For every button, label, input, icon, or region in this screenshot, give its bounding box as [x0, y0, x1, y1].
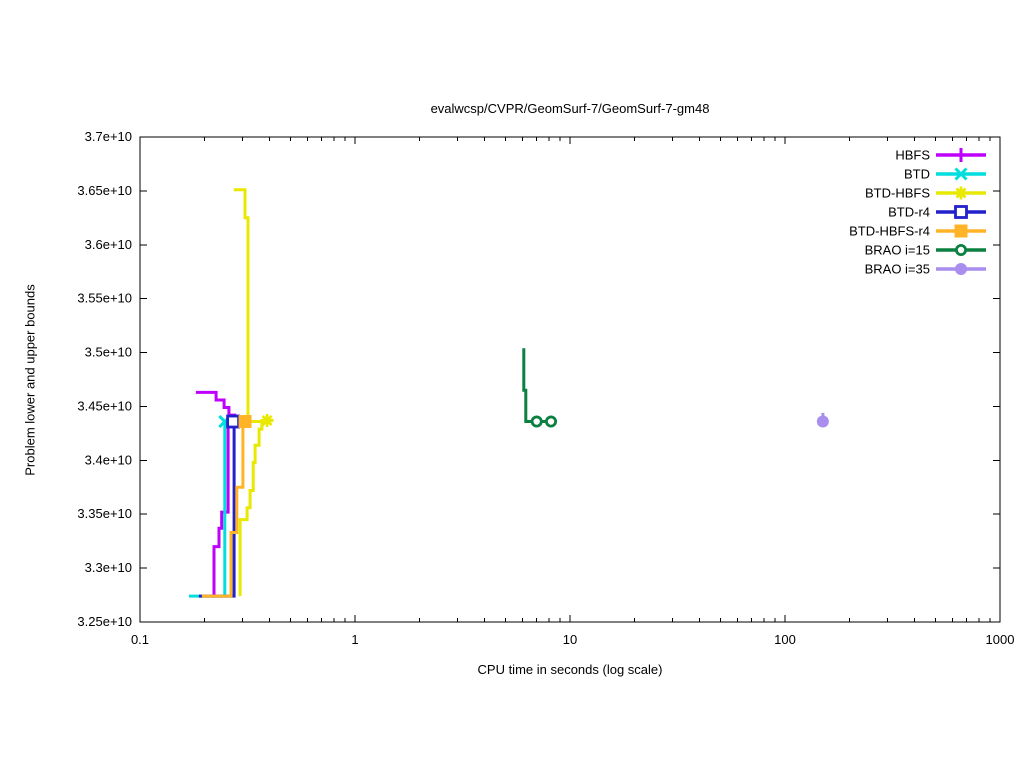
series-line [522, 348, 551, 423]
legend-item-btd-r4: BTD-r4 [888, 205, 986, 220]
series-brao-i-35 [816, 412, 829, 428]
series-marker-square-filled [954, 224, 968, 238]
series-marker-star [954, 186, 968, 200]
legend-item-btd-hbfs-r4: BTD-HBFS-r4 [849, 224, 986, 239]
series-btd-hbfs [233, 188, 274, 597]
series-marker-circle-open [545, 415, 558, 428]
legend-item-btd: BTD [904, 167, 986, 182]
series-line [212, 420, 235, 597]
series-marker-cross [954, 167, 968, 181]
legend-label: BTD [904, 167, 930, 182]
y-axis-label: Problem lower and upper bounds [22, 284, 38, 476]
x-axis-label: CPU time in seconds (log scale) [477, 662, 663, 677]
series-btd-hbfs-r4 [201, 415, 252, 598]
series-marker-circle-filled [955, 263, 967, 275]
axis-ticks [139, 136, 1001, 623]
y-tick-label: 3.7e+10 [85, 129, 132, 144]
legend-item-brao-i-15: BRAO i=15 [865, 243, 986, 258]
x-tick-label: 1 [351, 632, 358, 647]
x-tick-label: 100 [774, 632, 796, 647]
y-tick-label: 3.55e+10 [77, 291, 132, 306]
series-marker-star [260, 413, 274, 427]
legend: HBFS BTD BTD-HBFS BTD-r4 BTD-HBFS-r4 BRAO i=1… [849, 148, 986, 277]
series-marker-square-filled [238, 415, 252, 429]
series-marker-square-open [954, 205, 968, 219]
legend-label: HBFS [895, 148, 930, 163]
x-tick-label: 1000 [986, 632, 1015, 647]
series-layer [189, 188, 829, 598]
series-brao-i-15 [522, 348, 558, 428]
series-marker-circle-filled [816, 415, 829, 428]
y-tick-label: 3.25e+10 [77, 614, 132, 629]
series-btd [189, 414, 232, 598]
series-marker-plus [954, 148, 968, 162]
y-tick-label: 3.65e+10 [77, 183, 132, 198]
y-tick-label: 3.35e+10 [77, 506, 132, 521]
legend-item-brao-i-35: BRAO i=35 [865, 262, 986, 277]
legend-item-btd-hbfs: BTD-HBFS [865, 186, 986, 201]
legend-item-hbfs: HBFS [895, 148, 986, 163]
legend-label: BTD-r4 [888, 205, 930, 220]
x-tick-label: 0.1 [131, 632, 149, 647]
y-tick-label: 3.4e+10 [85, 452, 132, 467]
series-line [233, 188, 268, 423]
series-btd-r4 [198, 414, 240, 598]
series-marker-circle-open [530, 415, 543, 428]
y-tick-label: 3.45e+10 [77, 398, 132, 413]
series-marker-square-open [226, 414, 240, 429]
series-line [189, 421, 227, 598]
plot-frame [139, 136, 1001, 623]
legend-label: BRAO i=15 [865, 243, 930, 258]
series-line [238, 420, 268, 597]
chart-title: evalwcsp/CVPR/GeomSurf-7/GeomSurf-7-gm48 [430, 101, 710, 116]
legend-label: BRAO i=35 [865, 262, 930, 277]
series-marker-circle-open [955, 243, 968, 256]
x-tick-label: 10 [563, 632, 577, 647]
y-tick-label: 3.6e+10 [85, 237, 132, 252]
legend-label: BTD-HBFS [865, 186, 930, 201]
legend-label: BTD-HBFS-r4 [849, 224, 930, 239]
y-tick-label: 3.3e+10 [85, 560, 132, 575]
y-tick-label: 3.5e+10 [85, 345, 132, 360]
series-line [201, 420, 245, 598]
